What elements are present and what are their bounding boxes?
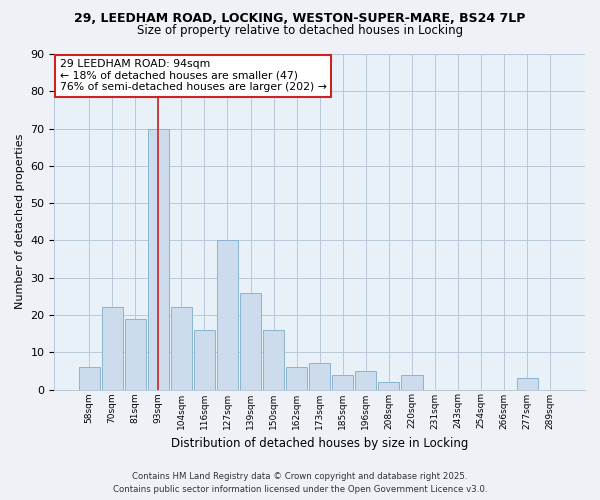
Bar	[309, 364, 331, 390]
Bar	[286, 367, 307, 390]
Bar	[171, 308, 192, 390]
Bar	[148, 128, 169, 390]
Y-axis label: Number of detached properties: Number of detached properties	[15, 134, 25, 310]
Bar	[194, 330, 215, 390]
Text: Contains HM Land Registry data © Crown copyright and database right 2025.
Contai: Contains HM Land Registry data © Crown c…	[113, 472, 487, 494]
Bar	[240, 292, 261, 390]
Text: Size of property relative to detached houses in Locking: Size of property relative to detached ho…	[137, 24, 463, 37]
Bar	[332, 374, 353, 390]
Bar	[125, 318, 146, 390]
X-axis label: Distribution of detached houses by size in Locking: Distribution of detached houses by size …	[171, 437, 469, 450]
Bar	[263, 330, 284, 390]
Bar	[401, 374, 422, 390]
Bar	[378, 382, 400, 390]
Bar	[79, 367, 100, 390]
Bar	[101, 308, 123, 390]
Bar	[517, 378, 538, 390]
Bar	[355, 371, 376, 390]
Text: 29, LEEDHAM ROAD, LOCKING, WESTON-SUPER-MARE, BS24 7LP: 29, LEEDHAM ROAD, LOCKING, WESTON-SUPER-…	[74, 12, 526, 26]
Bar	[217, 240, 238, 390]
Text: 29 LEEDHAM ROAD: 94sqm
← 18% of detached houses are smaller (47)
76% of semi-det: 29 LEEDHAM ROAD: 94sqm ← 18% of detached…	[60, 59, 326, 92]
